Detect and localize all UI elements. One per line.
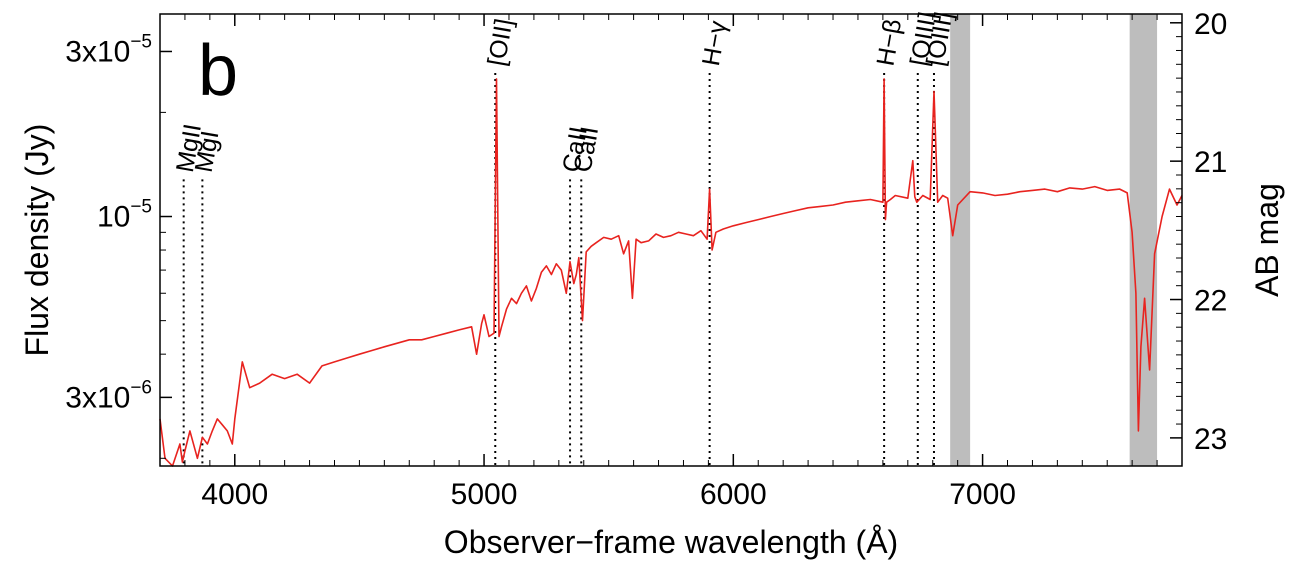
y2-tick-label: 22: [1194, 285, 1227, 318]
telluric-band-2: [1129, 14, 1158, 466]
y-tick-label: 3x10−6: [65, 377, 152, 414]
y2-axis-ticks: 20 21 22 23: [1170, 8, 1227, 456]
y2-tick-label: 21: [1194, 146, 1227, 179]
x-tick-label: 4000: [201, 478, 268, 511]
line-marker-label: H−β: [871, 17, 907, 68]
y-tick-exponent: −5: [130, 31, 152, 52]
y2-axis-title: AB mag: [1249, 183, 1285, 297]
plot-frame: [159, 13, 1183, 467]
spectrum-line: [159, 78, 1183, 467]
y-tick-exponent: −6: [130, 377, 152, 398]
y-tick-exponent: −5: [130, 197, 152, 218]
x-tick-label: 7000: [949, 478, 1016, 511]
line-marker-label: [OII]: [483, 17, 519, 68]
x-axis-ticks: 4000 5000 6000 7000: [184, 14, 1183, 511]
panel-letter: b: [198, 31, 238, 111]
line-marker-label: H−γ: [697, 18, 733, 68]
y-axis-ticks: 3x10−6 10−5 3x10−5: [65, 31, 172, 459]
y2-tick-label: 23: [1194, 423, 1227, 456]
y-tick-label: 3x10−5: [65, 31, 152, 68]
telluric-bands: [950, 14, 1158, 466]
y-axis-title: Flux density (Jy): [19, 124, 55, 357]
x-tick-label: 6000: [700, 478, 767, 511]
y2-tick-label: 20: [1194, 8, 1227, 41]
y-tick-label: 10−5: [97, 197, 152, 234]
x-axis-title: Observer−frame wavelength (Å): [444, 524, 898, 560]
telluric-band-1: [950, 14, 971, 466]
x-tick-label: 5000: [451, 478, 518, 511]
spectrum-series: [159, 78, 1183, 467]
line-marker-label: MgI: [190, 129, 225, 175]
